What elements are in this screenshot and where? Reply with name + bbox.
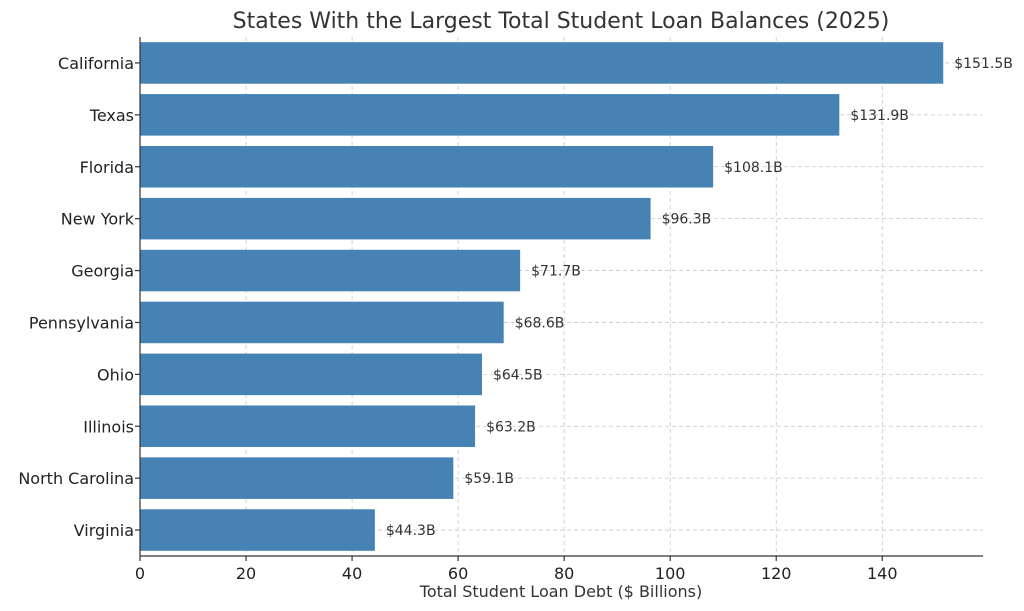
x-axis-label: Total Student Loan Debt ($ Billions) (419, 582, 702, 601)
bar-4 (140, 249, 521, 292)
data-label-7: $63.2B (486, 419, 536, 435)
bar-5 (140, 301, 504, 344)
y-tick-label-1: Texas (89, 106, 134, 125)
x-tick-label-0: 0 (135, 564, 145, 583)
y-tick-label-3: New York (61, 210, 135, 229)
x-axis-ticks: 0 20 40 60 80 100 120 140 (135, 556, 898, 583)
chart-title: States With the Largest Total Student Lo… (233, 9, 890, 34)
data-label-8: $59.1B (464, 471, 514, 487)
data-labels: $151.5B $131.9B $108.1B $96.3B $71.7B $68.6B $… (386, 56, 1013, 539)
data-label-4: $71.7B (531, 264, 581, 280)
bar-0 (140, 42, 944, 84)
y-tick-label-4: Georgia (71, 262, 134, 281)
x-tick-label-4: 80 (554, 564, 574, 583)
y-tick-label-8: North Carolina (18, 469, 134, 488)
y-tick-label-7: Illinois (83, 417, 134, 436)
bar-9 (140, 509, 375, 551)
x-tick-label-5: 100 (655, 564, 686, 583)
data-label-9: $44.3B (386, 523, 436, 539)
data-label-2: $108.1B (724, 160, 783, 176)
y-tick-label-5: Pennsylvania (29, 313, 134, 332)
y-tick-label-6: Ohio (97, 365, 134, 384)
data-label-1: $131.9B (850, 108, 909, 124)
bar-1 (140, 94, 840, 136)
y-tick-label-2: Florida (80, 158, 134, 177)
x-tick-label-2: 40 (342, 564, 362, 583)
x-tick-label-3: 60 (448, 564, 468, 583)
bar-8 (140, 457, 454, 499)
data-label-5: $68.6B (515, 315, 565, 331)
bar-6 (140, 353, 482, 396)
data-label-6: $64.5B (493, 367, 543, 383)
data-label-3: $96.3B (662, 212, 712, 228)
x-tick-label-1: 20 (236, 564, 256, 583)
y-tick-label-9: Virginia (74, 521, 134, 540)
x-tick-label-7: 140 (867, 564, 898, 583)
bar-7 (140, 405, 476, 448)
bars (140, 42, 944, 551)
y-tick-label-0: California (58, 54, 134, 73)
y-axis-ticks: California Texas Florida New York Georgia Pen… (18, 54, 140, 540)
bar-2 (140, 145, 714, 188)
bar-3 (140, 197, 651, 240)
x-tick-label-6: 120 (761, 564, 792, 583)
data-label-0: $151.5B (954, 56, 1013, 72)
